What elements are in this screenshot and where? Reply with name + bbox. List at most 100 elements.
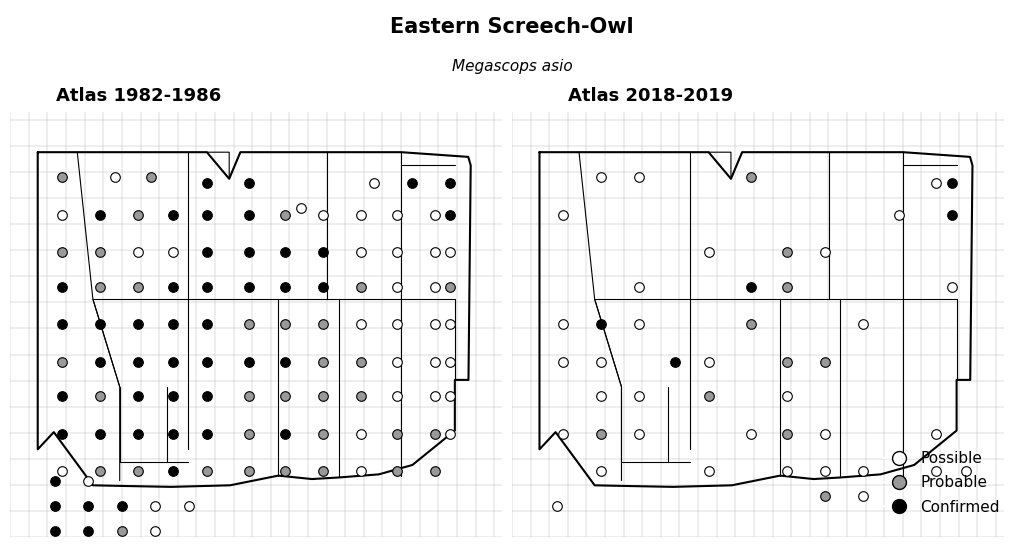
Point	[816, 248, 833, 257]
Point	[631, 392, 647, 401]
Point	[700, 467, 717, 476]
Point	[855, 467, 871, 476]
Point	[53, 282, 70, 291]
Point	[631, 429, 647, 438]
Point	[631, 173, 647, 182]
Point	[404, 179, 421, 188]
Point	[442, 179, 459, 188]
Point	[816, 467, 833, 476]
Point	[855, 320, 871, 329]
Point	[353, 282, 370, 291]
Point	[199, 248, 215, 257]
Point	[549, 501, 565, 510]
Point	[593, 467, 609, 476]
Point	[427, 467, 443, 476]
Point	[314, 282, 331, 291]
Point	[442, 392, 459, 401]
Point	[388, 320, 404, 329]
Point	[929, 467, 945, 476]
Point	[667, 357, 683, 366]
Point	[129, 467, 145, 476]
Point	[53, 392, 70, 401]
Point	[929, 179, 945, 188]
Point	[181, 501, 198, 510]
Point	[47, 476, 63, 485]
Point	[129, 357, 145, 366]
Point	[276, 248, 293, 257]
Point	[199, 467, 215, 476]
Point	[91, 467, 108, 476]
Point	[778, 248, 795, 257]
Point	[700, 357, 717, 366]
Point	[276, 320, 293, 329]
Point	[276, 392, 293, 401]
Point	[129, 429, 145, 438]
Point	[816, 492, 833, 501]
Point	[129, 392, 145, 401]
Point	[276, 210, 293, 219]
Point	[957, 467, 974, 476]
Point	[631, 320, 647, 329]
Point	[91, 320, 108, 329]
Point	[353, 392, 370, 401]
Point	[241, 210, 257, 219]
Point	[778, 392, 795, 401]
Text: Megascops asio: Megascops asio	[452, 59, 572, 74]
Point	[700, 392, 717, 401]
Point	[47, 501, 63, 510]
Point	[855, 492, 871, 501]
Point	[80, 501, 96, 510]
Point	[427, 248, 443, 257]
Point	[442, 320, 459, 329]
Point	[53, 248, 70, 257]
Point	[427, 392, 443, 401]
Point	[165, 320, 181, 329]
Point	[427, 282, 443, 291]
Point	[555, 429, 571, 438]
Point	[165, 467, 181, 476]
Point	[593, 357, 609, 366]
Point	[778, 429, 795, 438]
Point	[353, 467, 370, 476]
Point	[353, 248, 370, 257]
Point	[442, 282, 459, 291]
Point	[80, 526, 96, 535]
Point	[108, 173, 124, 182]
Point	[353, 429, 370, 438]
Point	[114, 501, 130, 510]
Point	[388, 467, 404, 476]
Point	[142, 173, 159, 182]
Point	[593, 173, 609, 182]
Point	[742, 429, 759, 438]
Point	[442, 429, 459, 438]
Point	[91, 429, 108, 438]
Point	[353, 320, 370, 329]
Point	[47, 526, 63, 535]
Point	[199, 429, 215, 438]
Point	[91, 282, 108, 291]
Point	[91, 392, 108, 401]
Point	[314, 392, 331, 401]
Point	[314, 320, 331, 329]
Point	[199, 320, 215, 329]
Point	[276, 357, 293, 366]
Point	[241, 392, 257, 401]
Point	[700, 248, 717, 257]
Point	[388, 357, 404, 366]
Point	[241, 320, 257, 329]
Point	[241, 282, 257, 291]
Text: Atlas 1982-1986: Atlas 1982-1986	[55, 87, 221, 105]
Point	[293, 204, 309, 213]
Point	[944, 210, 961, 219]
Point	[276, 429, 293, 438]
Point	[427, 210, 443, 219]
Legend: Possible, Probable, Confirmed: Possible, Probable, Confirmed	[878, 445, 1006, 521]
Point	[427, 320, 443, 329]
Point	[165, 392, 181, 401]
Point	[129, 210, 145, 219]
Point	[53, 210, 70, 219]
Point	[314, 429, 331, 438]
Point	[388, 210, 404, 219]
Point	[367, 179, 383, 188]
Point	[241, 179, 257, 188]
